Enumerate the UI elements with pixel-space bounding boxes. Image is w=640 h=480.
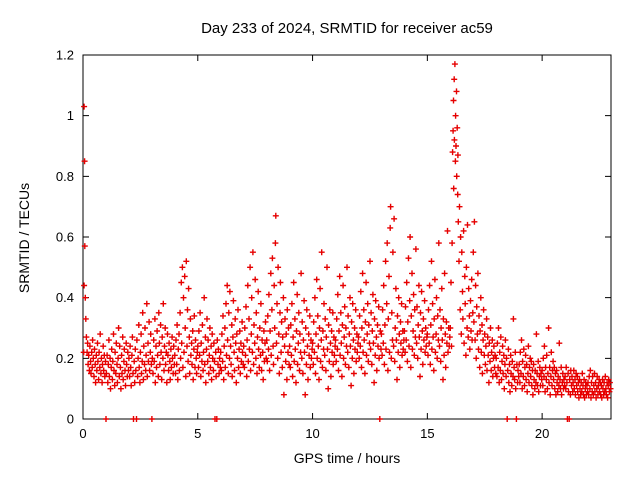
y-tick-label: 0 [67, 412, 74, 427]
x-axis-label: GPS time / hours [293, 450, 401, 466]
y-tick-label: 0.4 [56, 290, 74, 305]
scatter-points [80, 61, 614, 422]
y-tick-label: 0.2 [56, 351, 74, 366]
y-tick-label: 1 [67, 108, 74, 123]
x-tick-label: 15 [420, 426, 434, 441]
x-tick-label: 5 [194, 426, 201, 441]
chart-title: Day 233 of 2024, SRMTID for receiver ac5… [201, 20, 493, 37]
x-tick-label: 0 [79, 426, 86, 441]
plot-border [82, 54, 612, 420]
x-tick-label: 10 [305, 426, 319, 441]
x-tick-label: 20 [535, 426, 549, 441]
y-axis-label: SRMTID / TECUs [16, 182, 32, 294]
y-tick-label: 0.6 [56, 230, 74, 245]
y-tick-label: 0.8 [56, 169, 74, 184]
y-tick-label: 1.2 [56, 48, 74, 63]
